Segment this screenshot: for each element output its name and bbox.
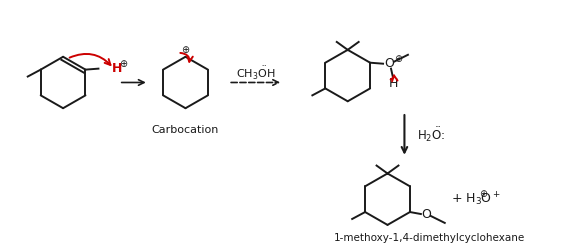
- Text: O: O: [384, 57, 394, 70]
- Text: $\oplus$: $\oplus$: [395, 53, 404, 64]
- Text: $\oplus$: $\oplus$: [119, 58, 128, 69]
- Text: H: H: [112, 62, 122, 75]
- Text: $\oplus$: $\oplus$: [479, 188, 488, 199]
- Text: 1-methoxy-1,4-dimethylcyclohexane: 1-methoxy-1,4-dimethylcyclohexane: [334, 233, 525, 243]
- Text: $\rm H_2\ddot{O}$:: $\rm H_2\ddot{O}$:: [418, 125, 446, 144]
- Text: $\rm CH_3\ddot{O}H$: $\rm CH_3\ddot{O}H$: [236, 65, 276, 82]
- Text: H: H: [388, 77, 397, 90]
- Text: $+\ \rm H_3O^+$: $+\ \rm H_3O^+$: [451, 191, 501, 208]
- Text: $\oplus$: $\oplus$: [181, 44, 190, 55]
- Text: Carbocation: Carbocation: [152, 125, 219, 135]
- Text: O: O: [421, 207, 431, 220]
